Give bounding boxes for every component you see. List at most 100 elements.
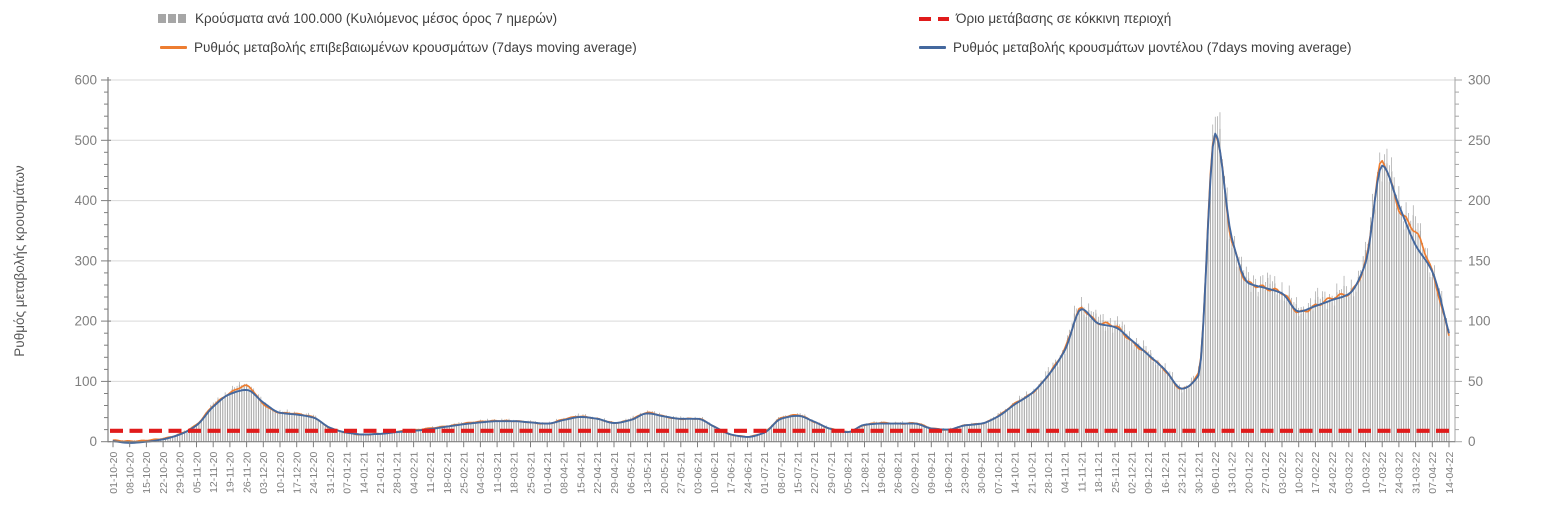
svg-text:10-03-22: 10-03-22 <box>1360 452 1372 494</box>
svg-text:24-06-21: 24-06-21 <box>742 452 754 494</box>
svg-text:27-01-22: 27-01-22 <box>1260 452 1272 494</box>
svg-text:10-02-22: 10-02-22 <box>1294 452 1306 494</box>
svg-text:17-03-22: 17-03-22 <box>1377 452 1389 494</box>
legend-item-cases-bars: Κρούσματα ανά 100.000 (Κυλιόμενος μέσος … <box>158 11 557 26</box>
svg-text:22-10-20: 22-10-20 <box>158 452 170 494</box>
svg-text:05-11-20: 05-11-20 <box>191 452 203 493</box>
svg-text:23-09-21: 23-09-21 <box>960 452 972 494</box>
svg-text:19-11-20: 19-11-20 <box>225 452 237 493</box>
svg-text:01-10-20: 01-10-20 <box>108 452 120 494</box>
svg-text:22-07-21: 22-07-21 <box>809 452 821 494</box>
svg-text:03-02-22: 03-02-22 <box>1277 452 1289 494</box>
svg-text:30-12-21: 30-12-21 <box>1193 452 1205 494</box>
svg-text:30-09-21: 30-09-21 <box>976 452 988 494</box>
svg-text:13-01-22: 13-01-22 <box>1227 452 1239 494</box>
svg-text:27-05-21: 27-05-21 <box>676 452 688 494</box>
svg-text:07-04-22: 07-04-22 <box>1427 452 1439 494</box>
svg-text:01-04-21: 01-04-21 <box>542 452 554 494</box>
svg-text:0: 0 <box>1468 434 1476 449</box>
svg-text:100: 100 <box>1468 314 1491 329</box>
svg-text:20-05-21: 20-05-21 <box>659 452 671 494</box>
svg-text:08-07-21: 08-07-21 <box>776 452 788 494</box>
svg-text:14-01-21: 14-01-21 <box>358 452 370 494</box>
svg-text:26-08-21: 26-08-21 <box>893 452 905 494</box>
svg-text:17-06-21: 17-06-21 <box>726 452 738 494</box>
svg-text:10-06-21: 10-06-21 <box>709 452 721 494</box>
legend-label-model-line: Ρυθμός μεταβολής κρουσμάτων μοντέλου (7d… <box>953 40 1352 55</box>
svg-text:02-09-21: 02-09-21 <box>909 452 921 494</box>
svg-text:05-08-21: 05-08-21 <box>843 452 855 494</box>
svg-text:29-07-21: 29-07-21 <box>826 452 838 494</box>
svg-text:19-08-21: 19-08-21 <box>876 452 888 494</box>
svg-text:25-02-21: 25-02-21 <box>459 452 471 494</box>
svg-text:16-09-21: 16-09-21 <box>943 452 955 494</box>
svg-text:250: 250 <box>1468 133 1491 148</box>
svg-text:31-12-20: 31-12-20 <box>325 452 337 494</box>
svg-text:200: 200 <box>74 314 97 329</box>
legend-label-cases-bars: Κρούσματα ανά 100.000 (Κυλιόμενος μέσος … <box>195 11 558 26</box>
svg-text:08-10-20: 08-10-20 <box>125 452 137 494</box>
svg-text:28-10-21: 28-10-21 <box>1043 452 1055 494</box>
svg-text:08-04-21: 08-04-21 <box>559 452 571 494</box>
svg-text:25-03-21: 25-03-21 <box>525 452 537 494</box>
svg-text:11-02-21: 11-02-21 <box>425 452 437 493</box>
svg-text:18-11-21: 18-11-21 <box>1093 452 1105 493</box>
svg-text:21-01-21: 21-01-21 <box>375 452 387 494</box>
svg-text:09-12-21: 09-12-21 <box>1143 452 1155 494</box>
svg-text:50: 50 <box>1468 374 1483 389</box>
blue-line-swatch-icon <box>919 46 946 49</box>
svg-text:01-07-21: 01-07-21 <box>759 452 771 494</box>
svg-text:06-05-21: 06-05-21 <box>626 452 638 494</box>
red-dashed-line-swatch-icon <box>919 16 949 21</box>
svg-text:24-12-20: 24-12-20 <box>308 452 320 494</box>
svg-text:400: 400 <box>74 193 97 208</box>
legend-item-confirmed-line: Ρυθμός μεταβολής επιβεβαιωμένων κρουσμάτ… <box>160 40 637 55</box>
svg-text:500: 500 <box>74 133 97 148</box>
svg-text:04-03-21: 04-03-21 <box>475 452 487 494</box>
svg-text:29-10-20: 29-10-20 <box>175 452 187 494</box>
svg-text:03-03-22: 03-03-22 <box>1344 452 1356 494</box>
svg-text:13-05-21: 13-05-21 <box>642 452 654 494</box>
svg-text:07-10-21: 07-10-21 <box>993 452 1005 494</box>
svg-text:10-12-20: 10-12-20 <box>275 452 287 494</box>
svg-text:15-10-20: 15-10-20 <box>141 452 153 494</box>
svg-text:100: 100 <box>74 374 97 389</box>
svg-text:11-11-21: 11-11-21 <box>1076 452 1088 493</box>
svg-text:150: 150 <box>1468 253 1491 268</box>
svg-text:26-11-20: 26-11-20 <box>241 452 253 493</box>
svg-text:03-12-20: 03-12-20 <box>258 452 270 494</box>
svg-text:0: 0 <box>89 434 97 449</box>
svg-text:24-03-22: 24-03-22 <box>1394 452 1406 494</box>
svg-text:18-03-21: 18-03-21 <box>509 452 521 494</box>
svg-text:03-06-21: 03-06-21 <box>692 452 704 494</box>
svg-text:200: 200 <box>1468 193 1491 208</box>
svg-text:02-12-21: 02-12-21 <box>1127 452 1139 494</box>
svg-text:23-12-21: 23-12-21 <box>1177 452 1189 494</box>
gray-bars-swatch-icon <box>158 14 188 23</box>
svg-text:29-04-21: 29-04-21 <box>609 452 621 494</box>
svg-text:300: 300 <box>1468 73 1491 88</box>
svg-text:28-01-21: 28-01-21 <box>392 452 404 494</box>
svg-text:24-02-22: 24-02-22 <box>1327 452 1339 494</box>
svg-text:15-07-21: 15-07-21 <box>793 452 805 494</box>
svg-text:17-02-22: 17-02-22 <box>1310 452 1322 494</box>
svg-text:21-10-21: 21-10-21 <box>1026 452 1038 494</box>
svg-text:11-03-21: 11-03-21 <box>492 452 504 493</box>
svg-text:17-12-20: 17-12-20 <box>292 452 304 494</box>
orange-line-swatch-icon <box>160 46 187 49</box>
svg-text:22-04-21: 22-04-21 <box>592 452 604 494</box>
svg-text:04-02-21: 04-02-21 <box>408 452 420 494</box>
svg-text:06-01-22: 06-01-22 <box>1210 452 1222 494</box>
svg-text:12-08-21: 12-08-21 <box>859 452 871 494</box>
svg-text:07-01-21: 07-01-21 <box>342 452 354 494</box>
svg-text:15-04-21: 15-04-21 <box>575 452 587 494</box>
svg-text:600: 600 <box>74 73 97 88</box>
legend-item-model-line: Ρυθμός μεταβολής κρουσμάτων μοντέλου (7d… <box>919 40 1352 55</box>
svg-text:12-11-20: 12-11-20 <box>208 452 220 493</box>
svg-text:14-04-22: 14-04-22 <box>1444 452 1456 494</box>
left-axis-title: Ρυθμός μεταβολής κρουσμάτων <box>12 165 27 357</box>
legend-label-confirmed-line: Ρυθμός μεταβολής επιβεβαιωμένων κρουσμάτ… <box>194 40 637 55</box>
